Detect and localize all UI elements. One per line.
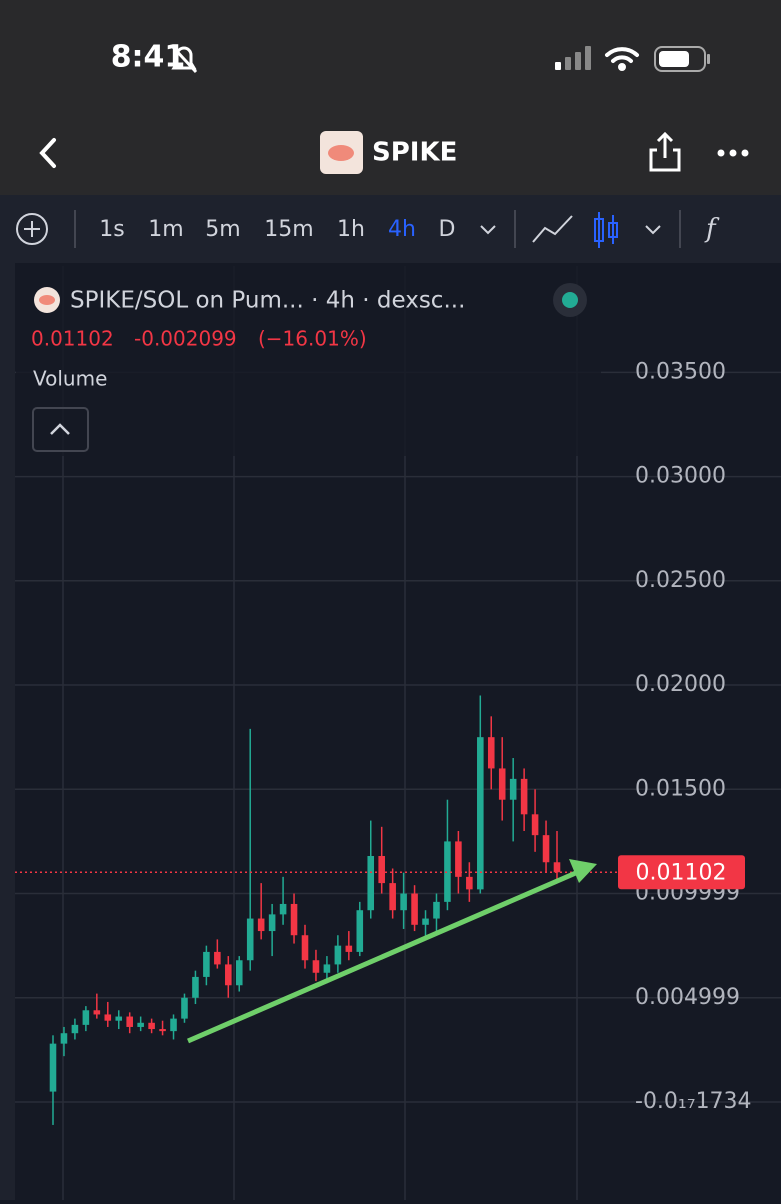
signal-icon — [555, 46, 591, 70]
legend-change: -0.002099 — [134, 327, 237, 351]
candle-body — [334, 945, 342, 965]
interval-button[interactable]: 1h — [337, 217, 365, 242]
candle-body — [367, 856, 375, 911]
interval-button[interactable]: 15m — [264, 217, 313, 242]
candle-body — [498, 768, 506, 800]
line-chart-button[interactable] — [532, 215, 573, 243]
candle-body — [268, 914, 276, 932]
candle-body — [225, 964, 232, 986]
battery-icon — [654, 46, 710, 72]
candle-body — [82, 1010, 90, 1025]
interval-button[interactable]: 4h — [388, 217, 416, 242]
interval-dropdown[interactable] — [480, 225, 496, 235]
candle-body — [49, 1043, 57, 1092]
status-dot — [562, 292, 578, 308]
y-tick-label: 0.01500 — [635, 776, 726, 801]
candle-body — [148, 1022, 155, 1030]
bell-off-icon — [170, 44, 198, 74]
interval-button[interactable]: 1m — [148, 217, 183, 242]
candle-body — [345, 945, 353, 952]
candle-body — [487, 737, 495, 769]
candle-body — [323, 964, 331, 973]
candle-body — [477, 737, 484, 890]
legend-last-price: 0.01102 — [31, 327, 114, 351]
share-button[interactable] — [649, 131, 681, 172]
legend-bg — [16, 266, 601, 456]
plot — [15, 695, 620, 1125]
token-icon-shape — [328, 145, 354, 161]
candle-body — [126, 1016, 133, 1027]
trend-arrow-head — [569, 859, 597, 883]
y-tick-label: 0.03000 — [635, 464, 726, 489]
more-button[interactable] — [717, 149, 749, 157]
candle-body — [279, 903, 287, 915]
interval-group: 1s 1m 5m 15m 1h 4h D — [99, 217, 455, 242]
y-tick-label: 0.03500 — [635, 359, 726, 384]
candle-chart-button[interactable] — [594, 212, 618, 248]
candle-body — [159, 1029, 166, 1032]
candle-body — [235, 960, 243, 986]
y-tick-label: 0.004999 — [635, 985, 740, 1010]
collapse-chevron — [50, 423, 70, 435]
candle-body — [378, 856, 385, 884]
last-price-tag — [618, 855, 745, 890]
candle-body — [553, 862, 561, 873]
candle-body — [389, 883, 396, 911]
candle-body — [104, 1014, 112, 1021]
toolbar — [0, 195, 781, 263]
collapse-button[interactable] — [32, 407, 89, 452]
candle-body — [531, 814, 539, 836]
candle-body — [71, 1024, 79, 1034]
header-title: SPIKE — [372, 138, 457, 168]
candle-body — [290, 903, 298, 936]
candle-body — [400, 893, 407, 911]
candle-body — [203, 951, 210, 977]
left-border — [0, 263, 15, 1200]
last-price-label: 0.01102 — [636, 860, 727, 885]
interval-button[interactable]: D — [439, 217, 456, 242]
y-tick-label: -0.0₁₇1734 — [635, 1089, 752, 1114]
candle-body — [455, 841, 462, 877]
interval-button[interactable]: 1s — [99, 217, 124, 242]
y-tick-label: 0.02000 — [635, 672, 726, 697]
candle-body — [422, 918, 429, 925]
candle-body — [312, 960, 320, 973]
add-indicator-button[interactable] — [16, 213, 48, 245]
candle-body — [93, 1010, 101, 1015]
candle-body — [509, 778, 517, 800]
candle-body — [444, 841, 451, 902]
candle-body — [60, 1033, 68, 1044]
candle-body — [411, 893, 418, 925]
legend-title: SPIKE/SOL on Pum... · 4h · dexsc... — [70, 288, 465, 314]
candle-body — [214, 951, 221, 965]
legend-change-pct: (−16.01%) — [258, 327, 367, 351]
candle-body — [181, 997, 188, 1019]
interval-button[interactable]: 5m — [205, 217, 240, 242]
candle-body — [466, 876, 473, 890]
candle-body — [520, 778, 528, 815]
candle-body — [257, 918, 265, 932]
candle-body — [301, 935, 309, 961]
candle-body — [246, 918, 254, 961]
wifi-icon — [605, 47, 639, 71]
candle-body — [170, 1018, 177, 1032]
candle-body — [356, 910, 364, 952]
legend-icon-shape — [39, 295, 55, 305]
candle-body — [137, 1022, 144, 1027]
candle-body — [433, 901, 440, 919]
trend-arrow — [187, 869, 579, 1044]
back-button[interactable] — [39, 138, 56, 168]
volume-label: Volume — [33, 367, 107, 391]
candle-body — [115, 1016, 123, 1021]
y-tick-label: 0.02500 — [635, 568, 726, 593]
chart-type-dropdown[interactable] — [645, 225, 661, 235]
candle-body — [192, 976, 199, 998]
candle-body — [542, 835, 550, 863]
